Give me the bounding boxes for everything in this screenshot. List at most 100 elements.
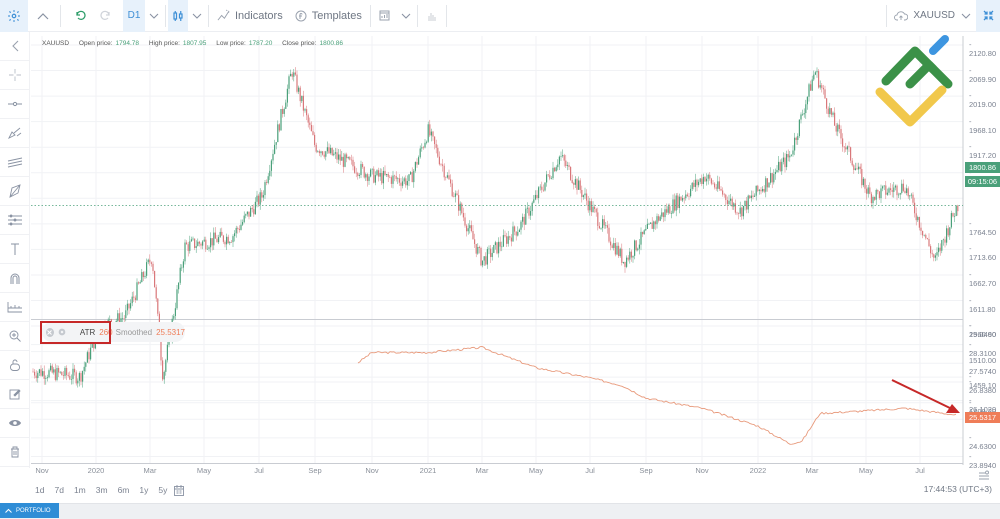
axis-settings-button[interactable] — [978, 467, 990, 485]
open-label: Open price: — [78, 40, 113, 47]
indicators-button[interactable]: Indicators — [211, 0, 289, 32]
ruler-icon — [7, 302, 22, 313]
price-axis-tick: - 1510.00 — [969, 346, 997, 365]
magnet-icon — [10, 273, 20, 284]
time-axis-label: Sep — [639, 466, 653, 475]
shape-tool[interactable] — [0, 177, 30, 206]
text-tool[interactable] — [0, 235, 30, 264]
symbol-label: XAUUSD — [913, 10, 955, 21]
timeframe-button[interactable]: D1 — [123, 0, 145, 32]
chart-type-button[interactable] — [168, 0, 188, 32]
symbol-selector[interactable]: XAUUSD — [889, 0, 976, 32]
grid-lines — [31, 36, 963, 463]
time-axis-label: May — [858, 466, 874, 475]
range-1m[interactable]: 1m — [73, 485, 86, 495]
price-axis-tick: - 1968.10 — [969, 116, 997, 135]
brush-tool[interactable] — [0, 119, 30, 148]
time-axis-label: Sep — [308, 466, 322, 475]
fullscreen-exit-button[interactable] — [976, 0, 1000, 32]
remove-indicator-button[interactable] — [46, 327, 54, 337]
countdown-tag: 09:15:06 — [965, 176, 1000, 187]
settings-list-icon — [979, 470, 989, 480]
close-label: Close price: — [282, 40, 317, 47]
sidebar-collapse-button[interactable] — [0, 32, 30, 61]
atr-axis-tick: - 28.3100 — [969, 339, 997, 358]
zoom-tool[interactable] — [0, 322, 30, 351]
atr-axis-tick: - 26.8380 — [969, 376, 997, 395]
trend-arrow-annotation — [891, 379, 960, 413]
atr-axis-tick: - 27.5740 — [969, 358, 997, 377]
chevron-down-icon — [149, 13, 159, 19]
atr-period: 260 — [99, 327, 113, 337]
chevron-down-icon — [401, 13, 411, 19]
settings-button[interactable] — [0, 0, 28, 32]
indicators-label: Indicators — [235, 9, 283, 22]
chart-type-dropdown[interactable] — [188, 0, 206, 32]
horizontal-line-tool[interactable] — [0, 90, 30, 119]
time-axis-label: Mar — [475, 466, 489, 475]
visibility-tool[interactable] — [0, 409, 30, 438]
collapse-arrows-icon — [983, 10, 993, 21]
top-toolbar: D1 Indicators Templates XAUUSD — [0, 0, 1000, 32]
range-7d[interactable]: 7d — [54, 485, 64, 495]
price-axis-tick: - 1560.90 — [969, 321, 997, 340]
measure-tool[interactable] — [0, 293, 30, 322]
text-icon — [11, 243, 19, 255]
magnet-tool[interactable] — [0, 264, 30, 293]
edit-drawings-tool[interactable] — [0, 380, 30, 409]
range-1d[interactable]: 1d — [35, 485, 45, 495]
redo-button[interactable] — [93, 0, 117, 32]
legend-symbol: XAUUSD — [42, 40, 70, 47]
time-axis-label: Nov — [35, 466, 49, 475]
divider — [369, 4, 371, 27]
price-axis-tick: - 1408.20 — [969, 397, 996, 416]
atr-indicator-legend: ATR 260 Smoothed 25.5317 — [42, 322, 185, 342]
channel-tool[interactable] — [0, 148, 30, 177]
range-1y[interactable]: 1y — [139, 485, 149, 495]
timeframe-dropdown[interactable] — [145, 0, 163, 32]
portfolio-toggle-button[interactable]: PORTFOLIO — [0, 503, 59, 518]
brush-icon — [8, 127, 22, 139]
price-axis-tick: - 2019.00 — [969, 91, 997, 110]
high-value: 1807.95 — [182, 40, 207, 47]
range-5y[interactable]: 5y — [158, 485, 168, 495]
layout-button[interactable] — [373, 0, 397, 32]
chevron-up-icon — [5, 508, 12, 513]
divider — [416, 4, 418, 27]
undo-button[interactable] — [69, 0, 93, 32]
atr-name: ATR — [79, 327, 96, 337]
crosshair-icon — [9, 69, 21, 81]
date-range-button[interactable] — [174, 484, 185, 496]
price-chart-canvas[interactable] — [31, 32, 1000, 465]
crosshair-tool[interactable] — [0, 61, 30, 90]
layout-dropdown[interactable] — [397, 0, 415, 32]
delete-drawings-tool[interactable] — [0, 438, 30, 467]
time-axis-label: Mar — [805, 466, 819, 475]
lock-tool[interactable] — [0, 351, 30, 380]
indicator-settings-button[interactable] — [57, 327, 67, 337]
atr-type: Smoothed — [115, 327, 153, 337]
templates-button[interactable]: Templates — [289, 0, 368, 32]
chevron-down-icon — [961, 13, 971, 19]
fibonacci-tool[interactable] — [0, 206, 30, 235]
portfolio-label: PORTFOLIO — [16, 507, 51, 514]
divider — [208, 4, 209, 27]
price-axis-tick: - 1764.50 — [969, 218, 997, 237]
volume-button[interactable] — [420, 0, 444, 32]
undo-icon — [76, 10, 86, 20]
divider — [445, 4, 447, 27]
eye-icon — [9, 420, 21, 426]
close-icon — [47, 329, 53, 335]
range-3m[interactable]: 3m — [95, 485, 108, 495]
gear-icon — [58, 328, 66, 336]
trash-icon — [11, 446, 19, 458]
open-value: 1794.78 — [115, 40, 140, 47]
collapse-button[interactable] — [28, 0, 58, 32]
parallel-channel-icon — [7, 157, 23, 168]
layout-icon — [379, 10, 390, 21]
candlestick-icon — [173, 10, 183, 21]
range-6m[interactable]: 6m — [117, 485, 130, 495]
atr-axis-tick: - 23.8940 — [969, 451, 997, 470]
bar-chart-icon — [428, 12, 436, 21]
divider — [60, 4, 61, 27]
